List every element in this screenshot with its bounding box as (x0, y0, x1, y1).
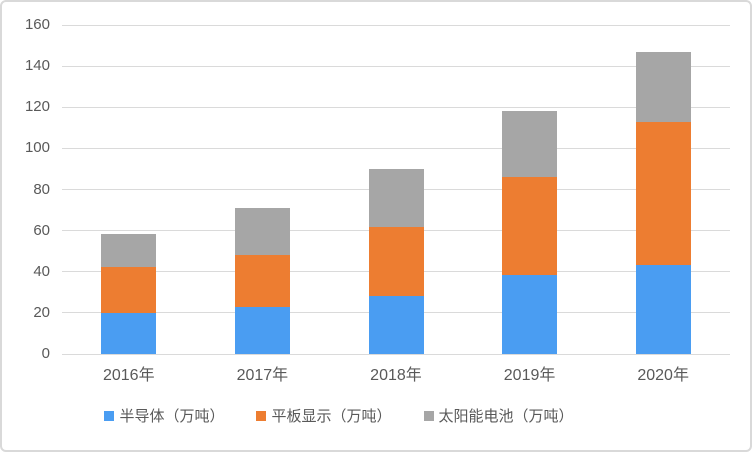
bar-2019年 (502, 111, 558, 354)
bar-segment-series-0 (368, 296, 424, 354)
legend-label: 太阳能电池（万吨） (438, 408, 574, 425)
gridline (62, 106, 730, 108)
legend-swatch-icon (104, 410, 115, 421)
x-axis-labels: 2016年 2017年 2018年 2019年 2020年 (62, 361, 730, 385)
gridline (62, 65, 730, 67)
legend-swatch-icon (423, 410, 434, 421)
bar-segment-series-0 (101, 312, 157, 354)
chart-legend: 半导体（万吨） 平板显示（万吨） 太阳能电池（万吨） (2, 405, 750, 426)
bar-segment-series-0 (502, 274, 558, 354)
bar-segment-series-2 (101, 233, 157, 267)
bar-segment-series-1 (635, 121, 691, 265)
bar-2016年 (101, 233, 157, 354)
bar-2018年 (368, 168, 424, 354)
bar-segment-series-2 (635, 51, 691, 122)
y-axis-tick-label: 40 (33, 262, 50, 280)
bar-segment-series-2 (502, 111, 558, 178)
x-axis-tick-label: 2019年 (503, 367, 556, 384)
bar-segment-series-0 (234, 306, 290, 354)
legend-label: 平板显示（万吨） (271, 408, 392, 425)
legend-swatch-icon (256, 410, 267, 421)
y-axis-tick-label: 60 (33, 221, 50, 239)
x-axis-tick-label: 2017年 (236, 367, 289, 384)
gridline (62, 147, 730, 149)
bar-segment-series-1 (101, 266, 157, 313)
bar-segment-series-1 (368, 226, 424, 297)
legend-item-1: 平板显示（万吨） (256, 405, 392, 426)
legend-item-0: 半导体（万吨） (104, 405, 224, 426)
legend-item-2: 太阳能电池（万吨） (423, 405, 574, 426)
plot-area (62, 24, 730, 355)
bar-segment-series-1 (502, 177, 558, 275)
y-axis-tick-label: 80 (33, 180, 50, 198)
y-axis-tick-label: 100 (24, 139, 50, 157)
y-axis-tick-label: 20 (33, 303, 50, 321)
y-axis-tick-label: 160 (24, 16, 50, 33)
bar-2020年 (635, 51, 691, 354)
bar-2017年 (234, 208, 290, 354)
bar-segment-series-0 (635, 264, 691, 354)
x-axis-tick-label: 2016年 (102, 367, 155, 384)
x-axis-tick-label: 2018年 (370, 367, 422, 384)
y-axis-tick-label: 120 (24, 98, 50, 116)
y-axis-tick-label: 140 (24, 57, 50, 75)
y-axis-tick-label: 0 (41, 345, 50, 362)
bar-segment-series-2 (234, 208, 290, 256)
bar-segment-series-1 (234, 255, 290, 307)
x-axis-line (62, 353, 730, 355)
legend-label: 半导体（万吨） (119, 408, 225, 425)
gridline (62, 24, 730, 26)
x-axis-tick-label: 2020年 (637, 367, 689, 384)
bar-segment-series-2 (368, 168, 424, 227)
